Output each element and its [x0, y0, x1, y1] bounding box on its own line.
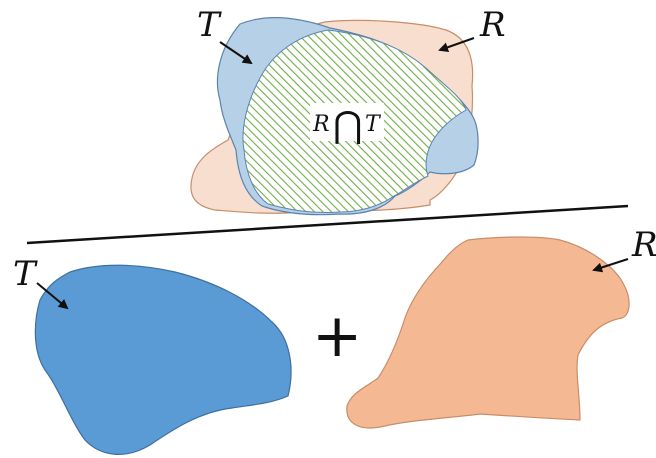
top-arrow-r	[438, 37, 475, 53]
bottom-label-t: T	[13, 254, 38, 294]
intersection-operator: ⋂	[333, 105, 363, 146]
bottom-label-r: R	[631, 225, 656, 265]
top-arrow-t	[219, 41, 253, 65]
intersection-label-r: R	[312, 112, 330, 137]
divider-line	[26, 204, 629, 245]
top-label-r: R	[479, 5, 506, 45]
bottom-r-shape	[346, 236, 630, 429]
bottom-arrow-r	[592, 258, 629, 273]
bottom-t-shape	[34, 264, 292, 455]
plus-operator: +	[312, 301, 362, 371]
intersection-label-t: T	[365, 112, 382, 137]
top-label-t: T	[197, 5, 222, 45]
intersection-label-bg	[310, 103, 384, 141]
bottom-arrow-t	[36, 282, 69, 310]
